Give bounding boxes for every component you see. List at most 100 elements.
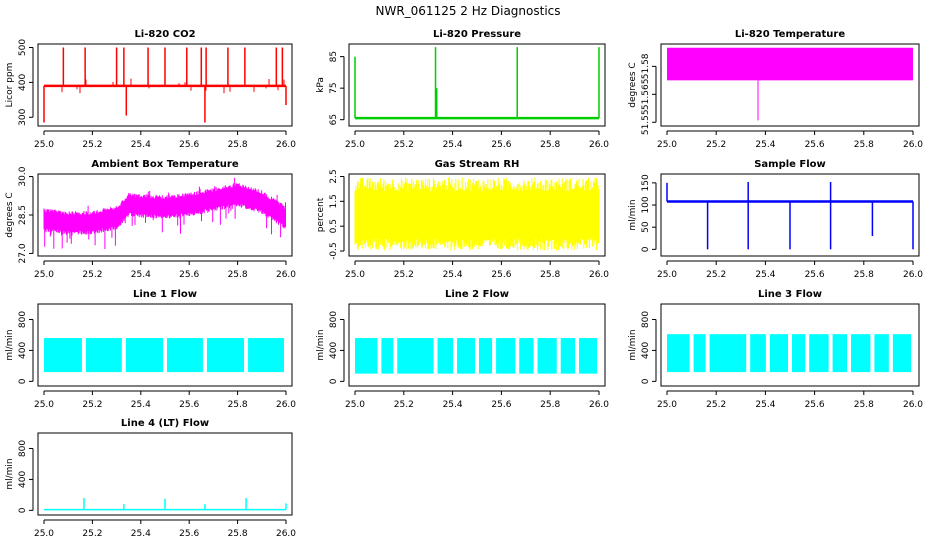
chart-title: Ambient Box Temperature — [91, 159, 238, 170]
chart-title: Line 1 Flow — [133, 289, 197, 300]
x-tick-label: 25.0 — [34, 270, 54, 280]
x-tick-label: 25.4 — [443, 400, 463, 410]
data-segment — [892, 334, 911, 373]
x-tick-label: 25.0 — [34, 140, 54, 150]
y-tick-label: 28.5 — [18, 205, 28, 225]
data-segment — [397, 338, 434, 374]
series-magenta — [667, 47, 913, 121]
data-segment — [537, 338, 557, 374]
plot-frame — [348, 303, 606, 387]
x-tick-label: 25.4 — [131, 529, 151, 539]
data-segment — [44, 338, 82, 373]
data-segment — [355, 338, 378, 374]
x-tick-label: 25.6 — [179, 400, 199, 410]
y-tick-label: 400 — [18, 471, 28, 488]
data-segment — [248, 338, 284, 373]
y-axis-label: degrees C — [5, 192, 15, 237]
chart-title: Li-820 CO2 — [134, 29, 195, 40]
x-tick-label: 25.0 — [657, 140, 677, 150]
y-tick-label: 100 — [641, 196, 651, 213]
x-tick-label: 26.0 — [903, 270, 923, 280]
y-tick-label: 400 — [329, 342, 339, 359]
chart-panel: Line 2 Flow ml/min 25.0 25.2 25.4 25.6 25.8 26.… — [316, 289, 609, 410]
chart-panel: Ambient Box Temperature degrees C 25.0 25.2… — [5, 159, 296, 280]
data-segment — [792, 334, 806, 373]
figure-suptitle: NWR_061125 2 Hz Diagnostics — [375, 4, 560, 18]
plot-frame — [348, 43, 606, 127]
data-segment — [381, 338, 394, 374]
x-tick-label: 25.8 — [854, 400, 874, 410]
chart-panel: Line 3 Flow ml/min 25.0 25.2 25.4 25.6 25.8 26.… — [628, 289, 923, 410]
chart-panel: Li-820 CO2 Licor ppm 25.0 25.2 25.4 25.6 25.8 2… — [5, 29, 296, 150]
plot-frame — [37, 432, 293, 516]
x-tick-label: 25.2 — [82, 400, 102, 410]
y-axis-label: percent — [316, 197, 326, 232]
x-tick-label: 25.6 — [805, 270, 825, 280]
x-tick-label: 25.2 — [82, 140, 102, 150]
x-tick-label: 26.0 — [276, 529, 296, 539]
data-segment — [851, 334, 871, 373]
x-tick-label: 25.6 — [179, 270, 199, 280]
x-tick-label: 26.0 — [276, 400, 296, 410]
x-tick-label: 25.4 — [131, 400, 151, 410]
y-axis-label: ml/min — [5, 329, 15, 360]
x-tick-label: 25.2 — [394, 400, 414, 410]
data-segment — [496, 338, 516, 374]
x-tick-label: 25.4 — [131, 140, 151, 150]
x-tick-label: 26.0 — [903, 140, 923, 150]
y-tick-label: 85 — [329, 51, 339, 62]
y-tick-label: 75 — [329, 82, 339, 93]
x-tick-label: 25.4 — [131, 270, 151, 280]
x-tick-label: 26.0 — [903, 400, 923, 410]
data-segment — [167, 338, 203, 373]
x-tick-label: 25.8 — [540, 270, 560, 280]
series-magenta — [43, 177, 286, 249]
x-tick-label: 25.2 — [706, 140, 726, 150]
series-cyan — [44, 338, 284, 373]
chart-panel: Line 4 (LT) Flow ml/min 25.0 25.2 25.4 25.6 25… — [5, 418, 296, 539]
x-tick-label: 25.2 — [394, 140, 414, 150]
y-tick-label: 800 — [329, 311, 339, 328]
y-tick-label: 50 — [641, 221, 651, 233]
x-tick-label: 25.6 — [491, 270, 511, 280]
series-green — [354, 47, 600, 120]
y-tick-label: 65 — [329, 114, 339, 125]
data-segment — [667, 334, 690, 373]
x-tick-label: 26.0 — [589, 400, 609, 410]
chart-title: Sample Flow — [754, 159, 826, 170]
y-axis-label: degrees C — [628, 62, 638, 107]
x-tick-label: 25.0 — [34, 529, 54, 539]
x-tick-label: 25.8 — [540, 400, 560, 410]
chart-title: Li-820 Temperature — [735, 29, 845, 40]
data-band — [667, 47, 913, 81]
y-tick-label: 0 — [641, 246, 651, 252]
plot-frame — [348, 173, 606, 257]
data-segment — [709, 334, 747, 373]
data-segment — [479, 338, 493, 374]
x-tick-label: 25.8 — [540, 140, 560, 150]
x-tick-label: 25.2 — [82, 529, 102, 539]
y-tick-label: 800 — [641, 311, 651, 328]
x-tick-label: 25.8 — [854, 270, 874, 280]
y-tick-label: 51.58 — [641, 53, 651, 79]
y-tick-label: 800 — [18, 311, 28, 328]
x-tick-label: 25.4 — [755, 270, 775, 280]
y-tick-label: 0 — [329, 378, 339, 384]
y-axis-label: ml/min — [316, 329, 326, 360]
y-tick-label: 400 — [18, 74, 28, 91]
x-tick-label: 25.4 — [755, 400, 775, 410]
x-tick-label: 25.6 — [179, 140, 199, 150]
y-tick-label: 800 — [18, 440, 28, 457]
series-cyan — [355, 338, 597, 374]
chart-panel: Gas Stream RH percent 25.0 25.2 25.4 25.6 25.8… — [316, 159, 609, 280]
x-tick-label: 25.2 — [82, 270, 102, 280]
x-tick-label: 25.0 — [345, 270, 365, 280]
x-tick-label: 26.0 — [276, 140, 296, 150]
data-segment — [206, 338, 245, 373]
y-tick-label: -0.5 — [329, 242, 339, 260]
y-tick-label: 51.55 — [641, 109, 651, 135]
data-segment — [579, 338, 597, 374]
y-axis-label: kPa — [316, 77, 326, 93]
chart-title: Gas Stream RH — [435, 159, 520, 170]
